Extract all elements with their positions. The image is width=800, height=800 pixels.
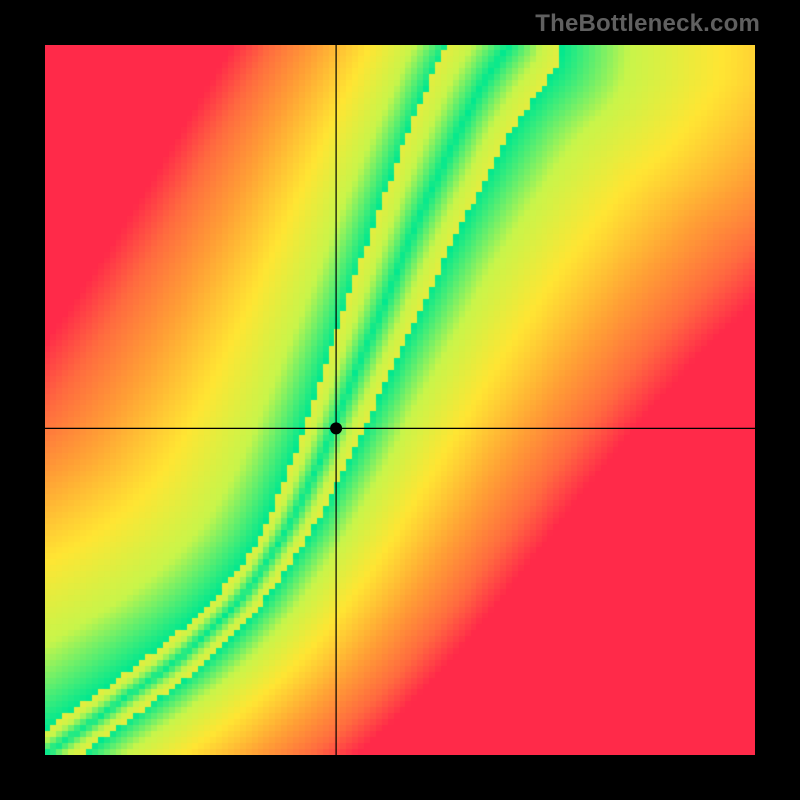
heatmap-canvas	[45, 45, 755, 755]
watermark-text: TheBottleneck.com	[535, 10, 760, 38]
chart-container: TheBottleneck.com	[0, 0, 800, 800]
